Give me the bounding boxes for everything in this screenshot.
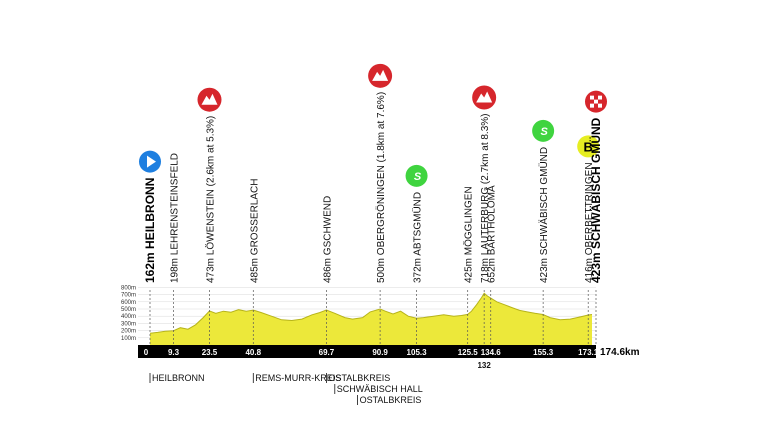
sprint-icon (405, 164, 428, 187)
start-km-label: 0 (144, 348, 149, 357)
waypoint: 162m HEILBRONN (139, 150, 161, 345)
waypoint: 486m GSCHWEND 69.7 (319, 196, 335, 357)
checkered-square (598, 103, 602, 108)
altitude-tick-label: 600m (121, 300, 136, 306)
waypoint-label: 198m LEHRENSTEINSFELD (170, 153, 181, 283)
total-distance-label: 174.6km (600, 347, 640, 358)
waypoint: 425m MÖGGLINGEN 125.5 (458, 186, 479, 357)
region-label: OSTALBKREIS (360, 395, 422, 405)
waypoint: 372m ABTSGMÜND 105.3 S (405, 164, 428, 357)
km-tick-label: 90.9 (372, 348, 388, 357)
altitude-tick-label: 200m (121, 329, 136, 335)
distance-bar (138, 345, 596, 358)
km-tick-label: 173.1 (578, 348, 599, 357)
km-tick-label: 134.6 (481, 348, 502, 357)
waypoint-label: 425m MÖGGLINGEN (463, 186, 475, 283)
km-tick-label: 23.5 (202, 348, 218, 357)
waypoint: 500m OBERGRÖNINGEN (1.8km at 7.6%) 90.9 (368, 63, 393, 357)
waypoint-label: 372m ABTSGMÜND (412, 192, 424, 283)
altitude-tick-label: 500m (121, 307, 136, 313)
bonus-icon (577, 135, 600, 158)
waypoint-label: 718m LAUTERBURG (2.7km at 8.3%) (480, 114, 491, 284)
mountain-glyph (476, 91, 493, 103)
region-labels: HEILBRONN REMS-MURR-KREISOSTALBKREISSCHWÄ… (149, 373, 423, 405)
checkered-square (598, 95, 602, 100)
checkered-square (594, 99, 598, 104)
checkered-square (590, 103, 594, 108)
km-tick-label: 9.3 (168, 348, 180, 357)
km-tick-label: 105.3 (407, 348, 428, 357)
waypoint: 652m BARTHOLOMÄ 134.6 (481, 185, 502, 357)
waypoint-label: 486m GSCHWEND (322, 196, 333, 283)
km-tick-label: 125.5 (458, 348, 479, 357)
waypoint: 416m OBERBETTRINGEN 173.1 B (577, 135, 600, 357)
waypoint: 473m LÖWENSTEIN (2.6km at 5.3%) 23.5 (197, 87, 222, 357)
altitude-tick-label: 400m (121, 314, 136, 320)
checkered-square (590, 99, 594, 104)
elevation-profile-area (150, 293, 592, 345)
waypoint-label: 652m BARTHOLOMÄ (486, 185, 498, 283)
bonus-icon-text: B (584, 139, 593, 154)
waypoint-label: 500m OBERGRÖNINGEN (1.8km at 7.6%) (375, 92, 387, 283)
sprint-icon-text: S (540, 126, 548, 138)
waypoints: 162m HEILBRONN 198m LEHRENSTEINSFELD 9.3 47… (139, 63, 607, 370)
sprint-icon-text: S (414, 171, 422, 183)
region-label: OSTALBKREIS (328, 373, 390, 383)
km-tick-label: 69.7 (319, 348, 335, 357)
waypoint-label: 162m HEILBRONN (143, 178, 157, 283)
checkered-square (598, 99, 602, 104)
checkered-square (594, 103, 598, 108)
waypoint: 423m SCHWÄBISCH GMÜND 155.3 S (532, 119, 555, 357)
waypoint-label: 423m SCHWÄBISCH GMÜND (538, 147, 550, 283)
mountain-glyph (201, 93, 218, 105)
checkered-square (590, 95, 594, 100)
altitude-tick-label: 700m (121, 293, 136, 299)
waypoint: 423m SCHWÄBISCH GMÜND (585, 90, 607, 345)
region-label: REMS-MURR-KREIS (255, 373, 341, 383)
waypoint: 198m LEHRENSTEINSFELD 9.3 (168, 153, 181, 357)
km-tick-label: 40.8 (245, 348, 261, 357)
altitude-tick-label: 800m (121, 285, 136, 291)
mountain-glyph (372, 69, 389, 81)
km-tick-label: 132 (477, 361, 491, 370)
region-label: SCHWÄBISCH HALL (337, 384, 423, 394)
waypoint-label: 423m SCHWÄBISCH GMÜND (588, 117, 603, 283)
km-tick-label: 155.3 (533, 348, 554, 357)
checkered-square (594, 95, 598, 100)
sprint-icon (532, 119, 555, 142)
region-label: HEILBRONN (152, 373, 205, 383)
waypoint-label: 416m OBERBETTRINGEN (584, 162, 595, 283)
waypoint: 485m GROSSERLACH 40.8 (245, 179, 261, 357)
waypoint: 718m LAUTERBURG (2.7km at 8.3%) 132 (472, 85, 497, 370)
waypoint-label: 485m GROSSERLACH (249, 179, 260, 283)
altitude-tick-label: 100m (121, 336, 136, 342)
altitude-tick-label: 300m (121, 321, 136, 327)
elevation-profile-line (149, 292, 593, 334)
start-glyph (147, 155, 156, 168)
waypoint-label: 473m LÖWENSTEIN (2.6km at 5.3%) (204, 116, 216, 283)
